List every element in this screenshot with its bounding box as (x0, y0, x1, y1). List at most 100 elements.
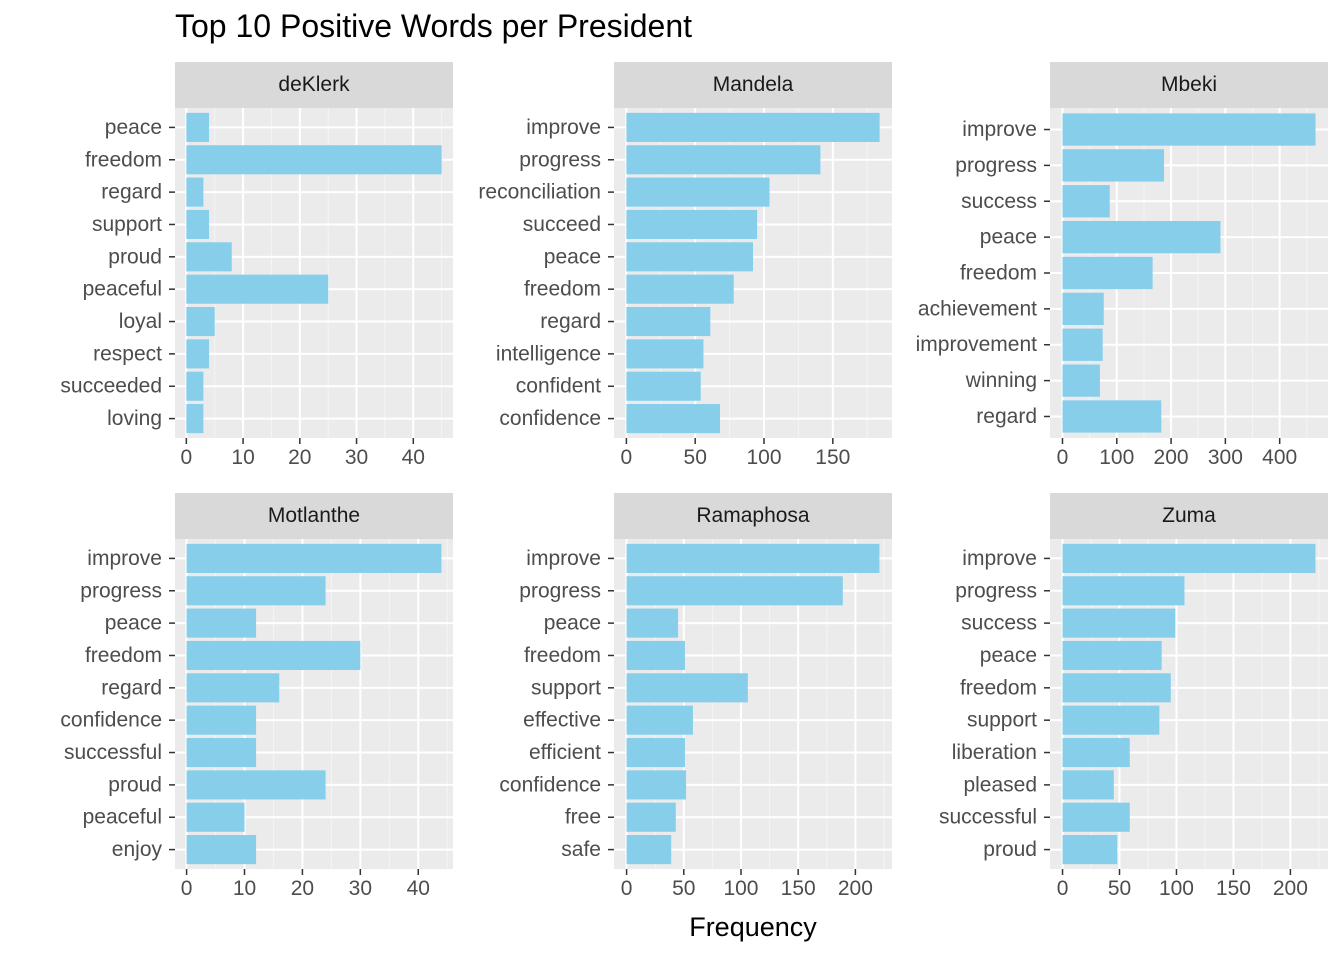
bar (626, 306, 711, 337)
category-label: proud (108, 245, 162, 268)
bar (626, 543, 880, 573)
bar (1062, 608, 1176, 638)
plot-area: improve progress success peace freedom suppor… (939, 539, 1328, 900)
category-label: improve (962, 547, 1037, 570)
category-label: improve (962, 118, 1037, 141)
bar (1062, 705, 1160, 735)
bar (1062, 576, 1185, 606)
bar (626, 242, 753, 272)
x-tick-label: 50 (672, 877, 695, 900)
x-tick-label: 300 (1208, 446, 1243, 469)
category-label: regard (540, 310, 601, 333)
x-tick-label: 10 (231, 446, 254, 469)
category-label: confidence (499, 773, 601, 796)
bar (1062, 737, 1130, 768)
x-tick-label: 40 (402, 446, 425, 469)
category-label: freedom (524, 644, 601, 667)
bar (186, 145, 442, 175)
x-tick-label: 200 (838, 877, 873, 900)
category-label: improve (526, 116, 601, 139)
x-tick-label: 50 (1108, 877, 1131, 900)
plot-area: improve progress reconciliation succeed peac… (478, 108, 892, 469)
facet-label: Motlanthe (267, 504, 361, 527)
x-tick-label: 100 (1099, 446, 1134, 469)
bar (1062, 802, 1130, 832)
bar (626, 339, 704, 369)
category-label: support (531, 676, 601, 699)
category-label: proud (108, 773, 162, 796)
bar (186, 209, 210, 240)
bar (186, 339, 210, 369)
bar (626, 576, 843, 606)
x-tick-label: 100 (723, 877, 758, 900)
bar (1062, 543, 1316, 573)
category-label: successful (939, 806, 1037, 829)
category-label: reconciliation (478, 181, 601, 204)
category-label: efficient (529, 741, 601, 764)
category-label: freedom (524, 278, 601, 301)
bar (186, 404, 204, 434)
category-label: peaceful (83, 278, 162, 301)
bar (626, 802, 676, 832)
facet-label: deKlerk (278, 73, 350, 96)
bar (1062, 364, 1100, 397)
x-tick-label: 0 (1057, 446, 1069, 469)
category-label: winning (965, 369, 1037, 392)
category-label: improve (87, 547, 162, 570)
category-label: freedom (85, 148, 162, 171)
category-label: succeeded (60, 375, 162, 398)
category-label: pleased (963, 773, 1037, 796)
bar (186, 274, 329, 304)
category-label: peace (105, 612, 162, 635)
category-label: support (967, 709, 1037, 732)
facet-label: Mbeki (1160, 73, 1218, 96)
facet-strip: Mbeki (1050, 62, 1328, 108)
facet-strip: deKlerk (175, 62, 453, 108)
facet-panel: deKlerk peace freedom regard support proud pea… (60, 62, 453, 469)
facet-label: Mandela (712, 73, 794, 96)
category-label: loyal (119, 310, 162, 333)
bar (186, 737, 257, 768)
x-tick-label: 200 (1154, 446, 1189, 469)
bar (186, 608, 257, 638)
facet-panel: Ramaphosa improve progress peace freedom supp… (499, 493, 892, 900)
bar (626, 209, 758, 240)
bar (186, 835, 257, 865)
bar (1062, 256, 1153, 290)
bar (186, 306, 215, 337)
category-label: regard (101, 676, 162, 699)
facet-panel: Motlanthe improve progress peace freedom rega… (60, 493, 453, 900)
x-tick-label: 150 (1216, 877, 1251, 900)
bar (626, 608, 679, 638)
x-tick-label: 100 (1159, 877, 1194, 900)
x-tick-label: 0 (621, 446, 633, 469)
plot-area: peace freedom regard support proud peaceful lo… (60, 108, 453, 469)
bar (626, 705, 693, 735)
chart-title: Top 10 Positive Words per President (175, 8, 692, 44)
x-tick-label: 30 (345, 446, 368, 469)
bar (1062, 149, 1165, 182)
bar (186, 371, 204, 401)
category-label: regard (101, 181, 162, 204)
bar (626, 673, 748, 703)
category-label: safe (561, 838, 601, 861)
x-tick-label: 0 (1057, 877, 1069, 900)
category-label: progress (80, 579, 162, 602)
category-label: regard (976, 405, 1037, 428)
bar (626, 835, 672, 865)
bar (186, 112, 210, 142)
category-label: achievement (918, 297, 1037, 320)
bar (186, 640, 361, 671)
category-label: progress (519, 148, 601, 171)
x-tick-label: 0 (181, 446, 193, 469)
category-label: free (565, 806, 601, 829)
bar (1062, 328, 1103, 361)
bar (1062, 673, 1171, 703)
category-label: freedom (960, 676, 1037, 699)
category-label: liberation (952, 741, 1037, 764)
bar (186, 543, 442, 573)
category-label: confidence (499, 407, 601, 430)
bar (626, 404, 720, 434)
facet-panel: Mbeki improve progress success peace freedom a… (916, 62, 1328, 469)
bar (1062, 835, 1118, 865)
